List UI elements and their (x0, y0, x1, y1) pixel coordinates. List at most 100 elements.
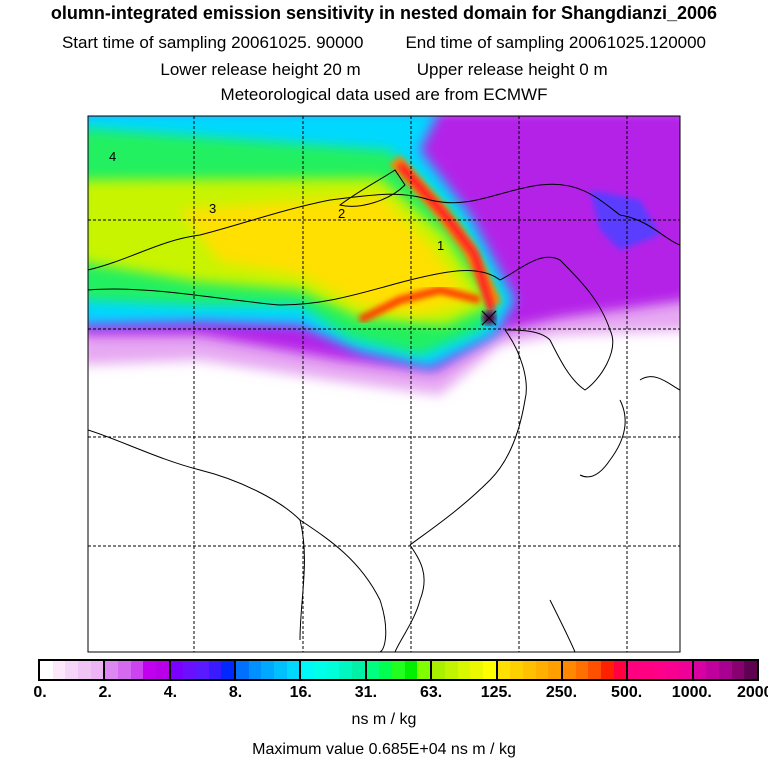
field-yellow (180, 195, 470, 315)
colorbar-swatch (339, 661, 353, 679)
colorbar-segment (628, 661, 694, 679)
contour-label-2: 2 (338, 206, 345, 221)
colorbar-segment (432, 661, 498, 679)
colorbar-swatch (248, 661, 262, 679)
colorbar-swatch (90, 661, 104, 679)
colorbar-segment (497, 661, 563, 679)
colorbar-swatch (562, 661, 576, 679)
colorbar-tick-label: 250. (545, 684, 578, 701)
colorbar-swatch (118, 661, 131, 679)
colorbar-tick-label: 16. (289, 684, 312, 701)
colorbar-tick-label: 2. (98, 684, 112, 701)
colorbar-swatch (314, 661, 327, 679)
sensitivity-field (88, 116, 680, 652)
colorbar-segment (562, 661, 629, 679)
colorbar-swatch (196, 661, 209, 679)
colorbar-segment (40, 661, 106, 679)
contour-label-3: 3 (209, 201, 216, 216)
met-data-source: Meteorological data used are from ECMWF (220, 85, 548, 104)
colorbar-swatch (666, 661, 679, 679)
colorbar-swatch (40, 661, 53, 679)
colorbar-swatch (78, 661, 91, 679)
colorbar-swatch (221, 661, 235, 679)
colorbar-swatch (392, 661, 405, 679)
colorbar-swatch (366, 661, 380, 679)
release-heights: Lower release height 20 m Upper release h… (0, 60, 768, 80)
contour-label-4: 4 (109, 149, 116, 164)
maximum-value: Maximum value 0.685E+04 ns m / kg (252, 741, 516, 758)
colorbar-swatch (52, 661, 66, 679)
contour-label-1: 1 (437, 238, 444, 253)
field-red-south (358, 285, 481, 324)
field-red-streak (397, 162, 495, 313)
colorbar-swatch (718, 661, 732, 679)
colorbar (38, 659, 759, 681)
colorbar-swatch (65, 661, 79, 679)
colorbar-swatch (744, 661, 757, 679)
colorbar-swatch (208, 661, 222, 679)
sampling-times: Start time of sampling 20061025. 90000 En… (0, 33, 768, 53)
colorbar-swatch (613, 661, 627, 679)
colorbar-swatch (404, 661, 418, 679)
colorbar-segment (366, 661, 433, 679)
colorbar-tick-label: 63. (419, 684, 443, 701)
start-time: Start time of sampling 20061025. 90000 (61, 33, 364, 52)
colorbar-swatch (236, 661, 249, 679)
colorbar-tick-label: 4. (163, 684, 178, 701)
emission-sensitivity-map: 1 2 3 4 (87, 115, 681, 653)
colorbar-swatch (143, 661, 157, 679)
colorbar-swatch (352, 661, 365, 679)
colorbar-swatch (678, 661, 692, 679)
colorbar-swatch (444, 661, 458, 679)
colorbar-swatch (588, 661, 601, 679)
contour-labels: 1 2 3 4 (109, 149, 444, 253)
colorbar-tick-label: 125. (480, 684, 512, 701)
colorbar-swatch (548, 661, 561, 679)
colorbar-swatch (482, 661, 496, 679)
colorbar-swatch (105, 661, 119, 679)
colorbar-swatch (130, 661, 144, 679)
colorbar-swatch (274, 661, 287, 679)
colorbar-swatch (535, 661, 549, 679)
colorbar-swatch (693, 661, 707, 679)
colorbar-swatch (457, 661, 471, 679)
colorbar-segment (105, 661, 171, 679)
colorbar-swatch (522, 661, 536, 679)
colorbar-swatch (600, 661, 614, 679)
colorbar-swatch (575, 661, 589, 679)
coastlines-borders (88, 169, 680, 652)
colorbar-swatch (261, 661, 275, 679)
colorbar-swatch (170, 661, 184, 679)
colorbar-tick-label: 2000. (736, 684, 768, 701)
colorbar-segment (236, 661, 302, 679)
lower-release-height: Lower release height 20 m (160, 60, 361, 79)
colorbar-swatch (156, 661, 169, 679)
colorbar-swatch (301, 661, 315, 679)
colorbar-swatch (379, 661, 393, 679)
colorbar-tick-label: 31. (354, 684, 378, 701)
colorbar-swatch (286, 661, 300, 679)
end-time: End time of sampling 20061025.120000 (405, 33, 707, 52)
colorbar-swatch (417, 661, 431, 679)
colorbar-segment (170, 661, 237, 679)
colorbar-swatch (470, 661, 483, 679)
colorbar-swatch (628, 661, 641, 679)
colorbar-tick-label: 0. (33, 684, 47, 701)
upper-release-height: Upper release height 0 m (416, 60, 608, 79)
colorbar-swatch (326, 661, 340, 679)
colorbar-unit: ns m / kg (351, 711, 417, 728)
colorbar-swatch (731, 661, 745, 679)
colorbar-tick-label: 500. (611, 684, 643, 701)
colorbar-swatch (706, 661, 719, 679)
colorbar-swatch (497, 661, 511, 679)
colorbar-segment (693, 661, 757, 679)
colorbar-swatch (640, 661, 654, 679)
plot-title: olumn-integrated emission sensitivity in… (50, 3, 718, 23)
colorbar-tick-label: 1000. (671, 684, 712, 701)
colorbar-swatch (510, 661, 523, 679)
station-marker-icon (481, 310, 497, 326)
colorbar-segment (301, 661, 367, 679)
colorbar-swatch (183, 661, 197, 679)
colorbar-swatch (653, 661, 667, 679)
colorbar-swatch (432, 661, 445, 679)
